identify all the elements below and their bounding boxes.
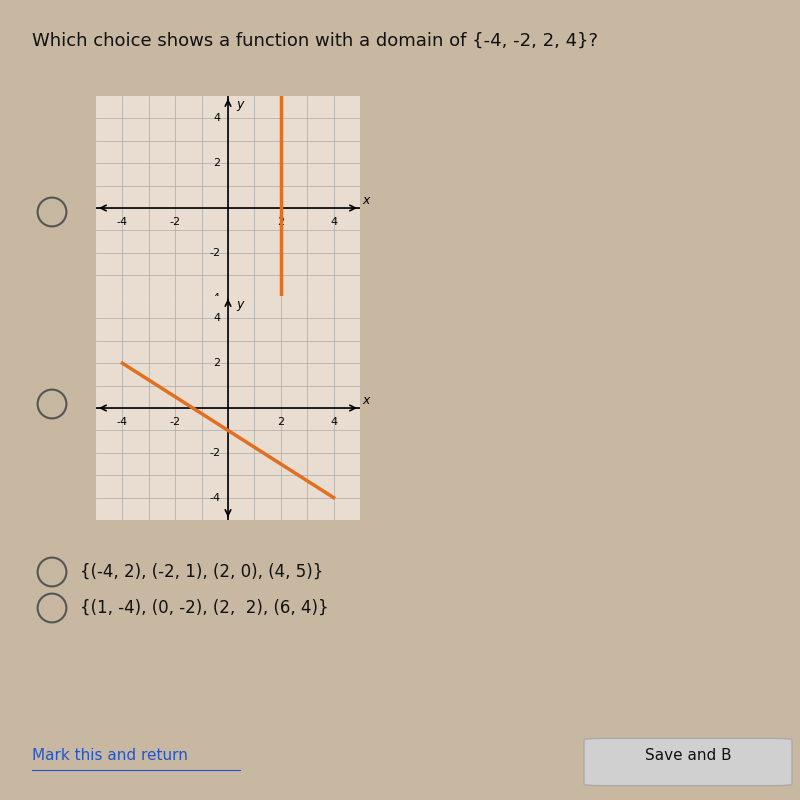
- Text: {(1, -4), (0, -2), (2,  2), (6, 4)}: {(1, -4), (0, -2), (2, 2), (6, 4)}: [80, 599, 329, 617]
- Text: -2: -2: [170, 217, 181, 227]
- Text: 2: 2: [213, 158, 220, 168]
- Text: Mark this and return: Mark this and return: [32, 749, 188, 763]
- Text: Save and B: Save and B: [645, 749, 731, 763]
- FancyBboxPatch shape: [584, 738, 792, 786]
- Text: 2: 2: [278, 417, 284, 427]
- Text: 2: 2: [278, 217, 284, 227]
- Text: 4: 4: [213, 114, 220, 123]
- Text: x: x: [362, 394, 370, 406]
- Text: 4: 4: [330, 417, 337, 427]
- Text: -2: -2: [209, 248, 220, 258]
- Text: y: y: [236, 298, 243, 311]
- Text: 4: 4: [213, 314, 220, 323]
- Text: 2: 2: [213, 358, 220, 368]
- Text: {(-4, 2), (-2, 1), (2, 0), (4, 5)}: {(-4, 2), (-2, 1), (2, 0), (4, 5)}: [80, 563, 323, 581]
- Text: -4: -4: [209, 293, 220, 302]
- Text: -4: -4: [209, 493, 220, 502]
- Text: x: x: [362, 194, 370, 206]
- Text: Which choice shows a function with a domain of {-4, -2, 2, 4}?: Which choice shows a function with a dom…: [32, 32, 598, 50]
- Text: 4: 4: [330, 217, 337, 227]
- Text: -2: -2: [170, 417, 181, 427]
- Text: -4: -4: [117, 417, 128, 427]
- Text: -2: -2: [209, 448, 220, 458]
- Text: y: y: [236, 98, 243, 111]
- Text: -4: -4: [117, 217, 128, 227]
